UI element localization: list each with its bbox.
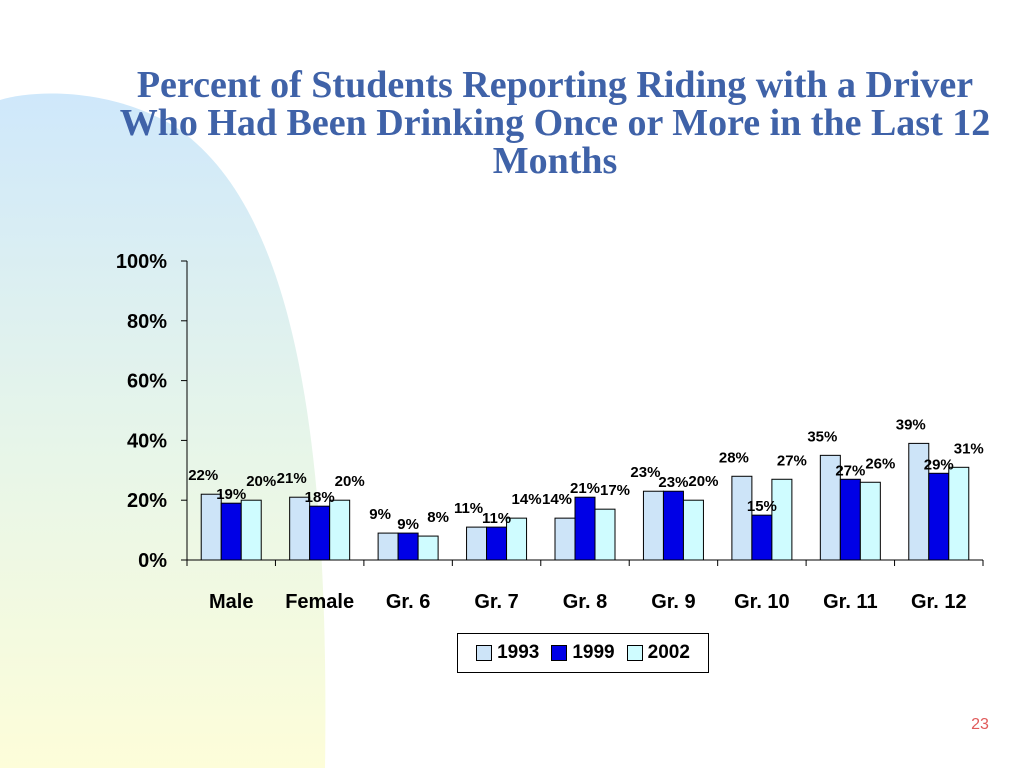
data-label: 28%: [719, 449, 749, 466]
data-label: 21%: [570, 480, 600, 497]
slide-title: Percent of Students Reporting Riding wit…: [119, 64, 991, 182]
legend-swatch-1993: [476, 645, 493, 661]
x-tick-label: Gr. 11: [823, 591, 878, 613]
data-label: 20%: [246, 473, 276, 490]
y-tick-label: 100%: [116, 251, 167, 273]
bar-1999-male: [220, 502, 242, 561]
y-tick-label: 60%: [127, 371, 167, 393]
chart-legend: 1993 1999 2002: [457, 633, 709, 673]
bar-1999-gr-8: [574, 496, 596, 561]
bar-1999-gr-7: [486, 526, 508, 561]
data-label: 9%: [397, 516, 419, 533]
data-label: 15%: [747, 498, 777, 515]
data-label: 20%: [335, 473, 365, 490]
data-label: 11%: [454, 500, 483, 517]
bar-2002-female: [329, 499, 351, 561]
bar-1999-gr-10: [751, 514, 773, 561]
bar-1999-gr-11: [839, 478, 861, 561]
bar-1993-gr-9: [642, 490, 664, 561]
x-tick-label: Gr. 10: [734, 591, 790, 613]
x-tick-label: Gr. 12: [911, 591, 967, 613]
bar-1999-female: [309, 505, 331, 561]
chart-bars: [200, 442, 970, 561]
y-tick-label: 80%: [127, 311, 167, 333]
data-label: 26%: [865, 455, 895, 472]
page-number: 23: [971, 716, 989, 733]
data-label: 17%: [600, 482, 630, 499]
bar-1993-male: [200, 493, 222, 561]
x-tick-label: Gr. 9: [651, 591, 695, 613]
data-label: 8%: [427, 509, 449, 526]
x-tick-label: Gr. 7: [474, 591, 518, 613]
legend-item-1993: 1993: [476, 642, 539, 664]
data-label: 27%: [777, 452, 807, 469]
bar-2002-gr-9: [682, 499, 704, 561]
data-label: 35%: [807, 428, 837, 445]
y-tick-label: 40%: [127, 430, 167, 452]
x-tick-label: Gr. 6: [386, 591, 430, 613]
bar-1993-gr-6: [377, 532, 399, 561]
legend-swatch-1999: [551, 645, 568, 661]
legend-item-2002: 2002: [626, 642, 690, 664]
y-tick-label: 20%: [127, 490, 167, 512]
bar-2002-gr-11: [859, 481, 881, 561]
data-label: 27%: [835, 462, 865, 479]
data-label: 19%: [216, 486, 246, 503]
data-label: 23%: [658, 474, 688, 491]
data-label: 18%: [305, 489, 335, 506]
bar-1993-gr-8: [554, 517, 576, 561]
bar-1993-gr-7: [466, 526, 488, 561]
data-label: 29%: [924, 456, 954, 473]
legend-label-1993: 1993: [497, 642, 540, 663]
x-tick-label: Female: [285, 591, 354, 613]
bar-2002-gr-6: [417, 535, 439, 561]
legend-label-2002: 2002: [647, 642, 690, 663]
bar-2002-gr-10: [771, 478, 793, 561]
data-label: 20%: [688, 473, 718, 490]
data-label: 31%: [954, 440, 984, 457]
legend-item-1999: 1999: [551, 642, 615, 664]
bar-2002-male: [240, 499, 262, 561]
bar-1999-gr-9: [662, 490, 684, 561]
bar-1993-gr-10: [731, 475, 753, 561]
data-label: 39%: [896, 416, 926, 433]
legend-label-1999: 1999: [572, 642, 615, 663]
bar-2002-gr-8: [594, 508, 616, 561]
x-tick-label: Gr. 8: [563, 591, 607, 613]
bar-2002-gr-7: [506, 517, 528, 561]
bar-1993-female: [289, 496, 311, 561]
data-label: 14%: [512, 491, 542, 508]
y-tick-label: 0%: [138, 550, 167, 572]
data-label: 11%: [482, 510, 511, 527]
data-label: 21%: [277, 470, 307, 487]
data-label: 22%: [188, 467, 218, 484]
bar-1999-gr-6: [397, 532, 419, 561]
bar-1999-gr-12: [928, 472, 950, 561]
x-tick-label: Male: [209, 591, 253, 613]
data-label: 14%: [542, 491, 572, 508]
chart-data-labels: 22%19%20% 21%18%20%9%9% 8%11%11%14% 14%21% 1…: [188, 416, 984, 533]
legend-swatch-2002: [626, 645, 643, 661]
bar-2002-gr-12: [948, 466, 970, 561]
data-label: 23%: [630, 464, 660, 481]
data-label: 9%: [369, 506, 391, 523]
